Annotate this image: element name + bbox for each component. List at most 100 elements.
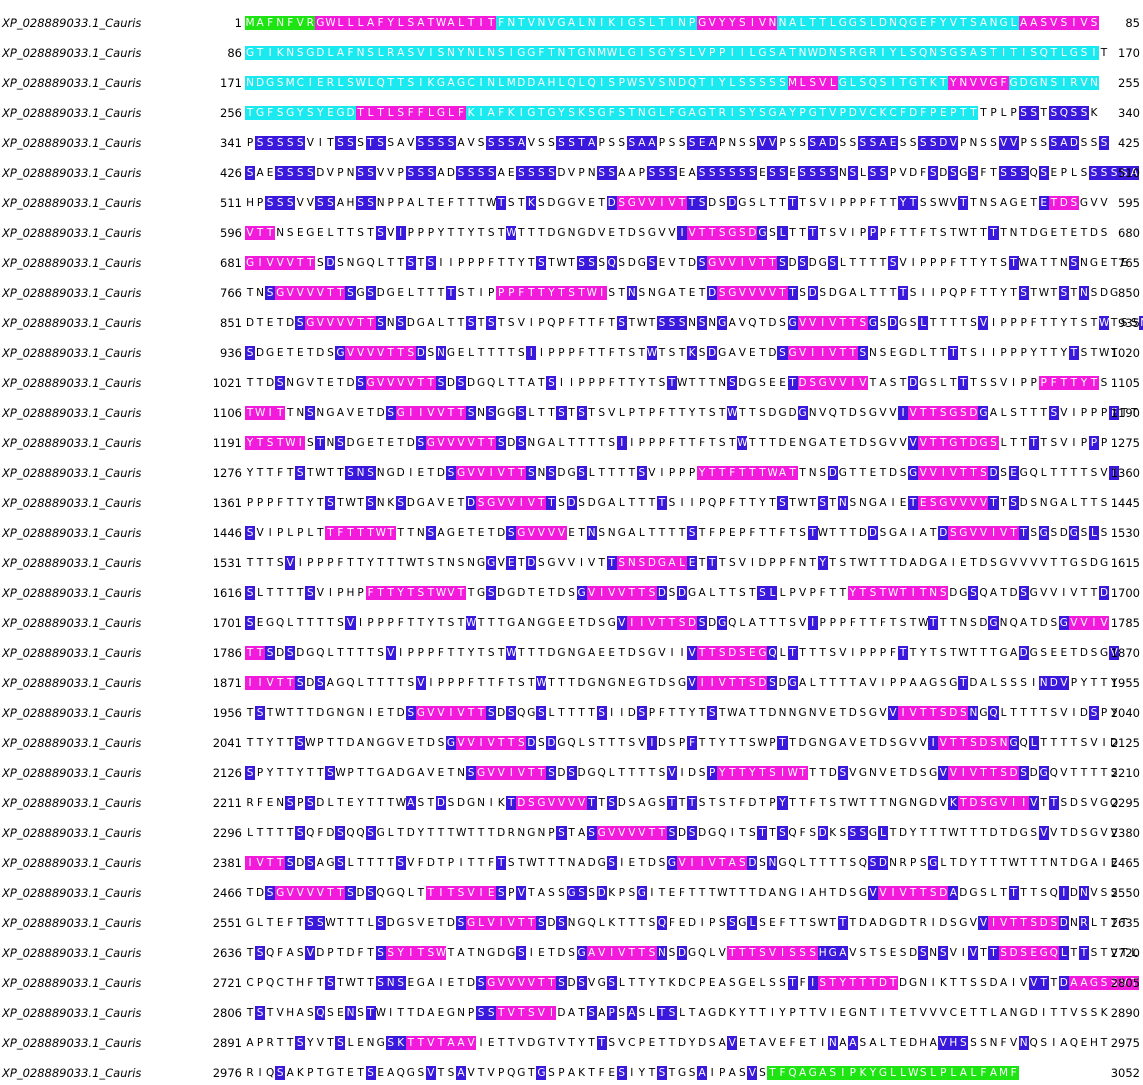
residue: I — [737, 256, 748, 270]
row-end-position: 3052 — [1110, 1066, 1140, 1080]
residue: D — [436, 467, 445, 479]
residue: I — [961, 947, 965, 959]
residue: T — [387, 557, 394, 569]
residue: S — [255, 136, 266, 150]
residue: M — [245, 16, 256, 30]
residue: V — [658, 227, 666, 239]
residue: G — [386, 287, 395, 299]
residue: E — [427, 917, 435, 929]
residue: S — [707, 166, 718, 180]
residue: G — [707, 256, 718, 270]
residue: D — [778, 677, 787, 689]
residue: T — [1120, 407, 1128, 419]
residue: T — [739, 887, 746, 899]
residue: T — [678, 527, 686, 539]
residue: T — [698, 557, 706, 569]
residue: G — [727, 286, 738, 300]
alignment-row: XP_028889033.1_Cauris 1 M A F N F V R G W L L L A F Y L S A… — [0, 13, 1143, 33]
residue: T — [1100, 47, 1108, 59]
residue: T — [638, 977, 646, 989]
residue: D — [1058, 976, 1069, 990]
residue: H — [346, 197, 355, 209]
residue: F — [779, 917, 786, 929]
sequence-name: XP_028889033.1_Cauris — [2, 286, 142, 300]
residue: T — [970, 257, 977, 269]
residue: F — [307, 977, 314, 989]
residue: P — [909, 857, 917, 869]
residue: E — [608, 647, 616, 659]
residue: S — [656, 76, 667, 90]
residue: T — [255, 646, 266, 660]
residue: N — [597, 677, 606, 689]
residue: G — [416, 497, 425, 509]
residue: T — [817, 106, 828, 120]
residue: F — [357, 947, 364, 959]
residue: T — [749, 587, 756, 599]
residue: V — [315, 316, 326, 330]
residue: T — [337, 377, 344, 389]
residue: D — [677, 977, 687, 989]
residue: E — [1050, 227, 1058, 239]
residue: S — [295, 46, 306, 60]
residue: I — [496, 916, 507, 930]
residue: G — [1019, 467, 1028, 479]
residue: A — [365, 16, 376, 30]
residue: Q — [979, 587, 988, 599]
residue: V — [978, 916, 989, 930]
residue: S — [867, 856, 878, 870]
residue: F — [608, 377, 615, 389]
residue: I — [255, 256, 266, 270]
residue: R — [899, 857, 907, 869]
residue: S — [598, 407, 605, 419]
residue: T — [588, 407, 595, 419]
residue: T — [697, 646, 708, 660]
residue: V — [1058, 676, 1069, 690]
residue: T — [859, 467, 867, 479]
residue: V — [727, 1036, 738, 1050]
residue: H — [818, 887, 827, 899]
residue: T — [445, 406, 456, 420]
residue: G — [487, 947, 496, 959]
residue: S — [658, 797, 666, 809]
residue: T — [385, 76, 396, 90]
residue: T — [307, 707, 314, 719]
residue: T — [466, 706, 477, 720]
residue: T — [365, 526, 376, 540]
residue: T — [1000, 227, 1007, 239]
residue: G — [466, 797, 476, 809]
residue: G — [1008, 736, 1019, 750]
residue: T — [588, 1067, 595, 1079]
residue: S — [797, 946, 808, 960]
residue: S — [1000, 257, 1007, 269]
residue: L — [767, 586, 778, 600]
residue: S — [255, 1006, 266, 1020]
residue: H — [919, 1037, 928, 1049]
residue: E — [749, 347, 756, 359]
residue: T — [337, 977, 344, 989]
residue: F — [568, 317, 575, 329]
residue: T — [729, 587, 736, 599]
residue: T — [817, 16, 828, 30]
residue: T — [608, 317, 615, 329]
residue: T — [417, 737, 425, 749]
residue: T — [980, 1007, 987, 1019]
residue: I — [268, 527, 272, 539]
residue: S — [708, 407, 716, 419]
residue: S — [1020, 677, 1027, 689]
residue: T — [266, 587, 274, 599]
residue: G — [988, 616, 999, 630]
residue: D — [1089, 227, 1098, 239]
residue: T — [417, 557, 425, 569]
residue: I — [646, 736, 657, 750]
residue: S — [1080, 797, 1088, 809]
residue: D — [677, 1037, 687, 1049]
residue: F — [777, 1066, 788, 1080]
residue: L — [287, 617, 294, 629]
residue: S — [857, 136, 868, 150]
residue: S — [717, 226, 728, 240]
residue: V — [636, 826, 647, 840]
residue: G — [858, 767, 867, 779]
residue: T — [837, 346, 848, 360]
